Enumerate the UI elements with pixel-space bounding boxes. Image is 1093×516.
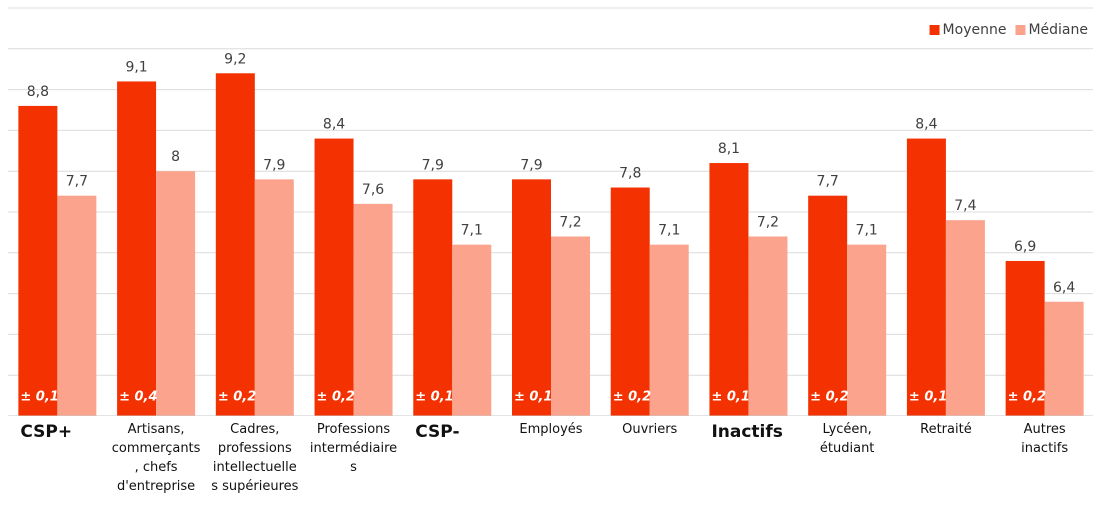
value-label: 7,9 <box>422 157 444 173</box>
error-label: ± 0,1 <box>415 390 453 405</box>
value-label: 7,1 <box>856 223 878 239</box>
x-tick-label: Lycéen, étudiant <box>819 422 875 456</box>
value-label: 9,2 <box>224 51 246 67</box>
value-label: 8 <box>171 149 180 165</box>
bar <box>18 105 58 416</box>
legend-swatch <box>1015 25 1026 35</box>
bar <box>649 244 689 416</box>
x-tick-label: Inactifs <box>711 422 783 442</box>
bar <box>117 81 157 416</box>
value-label: 7,1 <box>461 223 483 239</box>
value-label: 7,9 <box>520 157 542 173</box>
bar <box>610 187 650 416</box>
error-label: ± 0,2 <box>1008 390 1046 405</box>
legend-label: Médiane <box>1028 22 1088 38</box>
bar <box>808 195 848 416</box>
bar <box>551 236 590 416</box>
bar <box>413 179 453 416</box>
value-label: 8,8 <box>27 84 49 100</box>
bar <box>906 138 946 416</box>
value-label: 7,7 <box>66 174 88 190</box>
legend-label: Moyenne <box>943 22 1007 38</box>
bar <box>1044 301 1084 416</box>
x-tick-label: Artisans, commerçants, chefs d'entrepris… <box>111 422 201 494</box>
error-label: ± 0,1 <box>909 390 947 405</box>
bar <box>452 244 492 416</box>
value-label: 7,7 <box>817 174 839 190</box>
bar <box>156 171 196 416</box>
error-label: ± 0,2 <box>810 390 848 405</box>
x-tick-label: Retraité <box>920 422 972 437</box>
bar <box>57 195 97 416</box>
error-label: ± 0,2 <box>218 390 256 405</box>
value-label: 7,1 <box>658 223 680 239</box>
value-label: 8,1 <box>718 141 740 157</box>
bar <box>1005 260 1045 416</box>
value-label: 8,4 <box>323 117 345 133</box>
value-label: 7,2 <box>757 214 779 230</box>
value-label: 7,8 <box>619 166 641 182</box>
x-tick-label: Professions intermédiaires <box>309 422 398 475</box>
error-label: ± 0,1 <box>20 390 58 405</box>
value-label: 6,4 <box>1053 280 1075 296</box>
value-label: 7,9 <box>263 157 285 173</box>
x-tick-label: CSP- <box>415 422 460 442</box>
x-tick-label: Ouvriers <box>622 422 678 437</box>
bar <box>945 220 985 416</box>
bar <box>709 163 749 416</box>
bar <box>215 73 255 416</box>
error-label: ± 0,2 <box>317 390 355 405</box>
plot: Médiane Moyenne 8,8 7,7 ± 0,1 9,1 8 ± 0,4 9,2 7,9… <box>8 7 1093 416</box>
value-label: 8,4 <box>915 117 937 133</box>
bar <box>314 138 354 416</box>
value-label: 7,4 <box>954 198 976 214</box>
bar <box>254 179 294 416</box>
bar <box>847 244 887 416</box>
value-label: 7,2 <box>559 214 581 230</box>
error-label: ± 0,2 <box>613 390 651 405</box>
bar <box>353 203 393 416</box>
legend-swatch <box>929 25 940 35</box>
x-tick-label: CSP+ <box>20 422 73 442</box>
value-label: 7,6 <box>362 182 384 198</box>
error-label: ± 0,1 <box>514 390 552 405</box>
value-label: 9,1 <box>125 59 147 75</box>
x-tick-label: Autres inactifs <box>1021 422 1069 456</box>
bar <box>748 236 788 416</box>
x-tick-label: Employés <box>519 422 583 437</box>
x-tick-label: Cadres, professions intellectuelles supé… <box>211 422 299 494</box>
bar <box>512 179 551 416</box>
value-label: 6,9 <box>1014 239 1036 255</box>
error-label: ± 0,4 <box>119 390 157 405</box>
error-label: ± 0,1 <box>711 390 749 405</box>
